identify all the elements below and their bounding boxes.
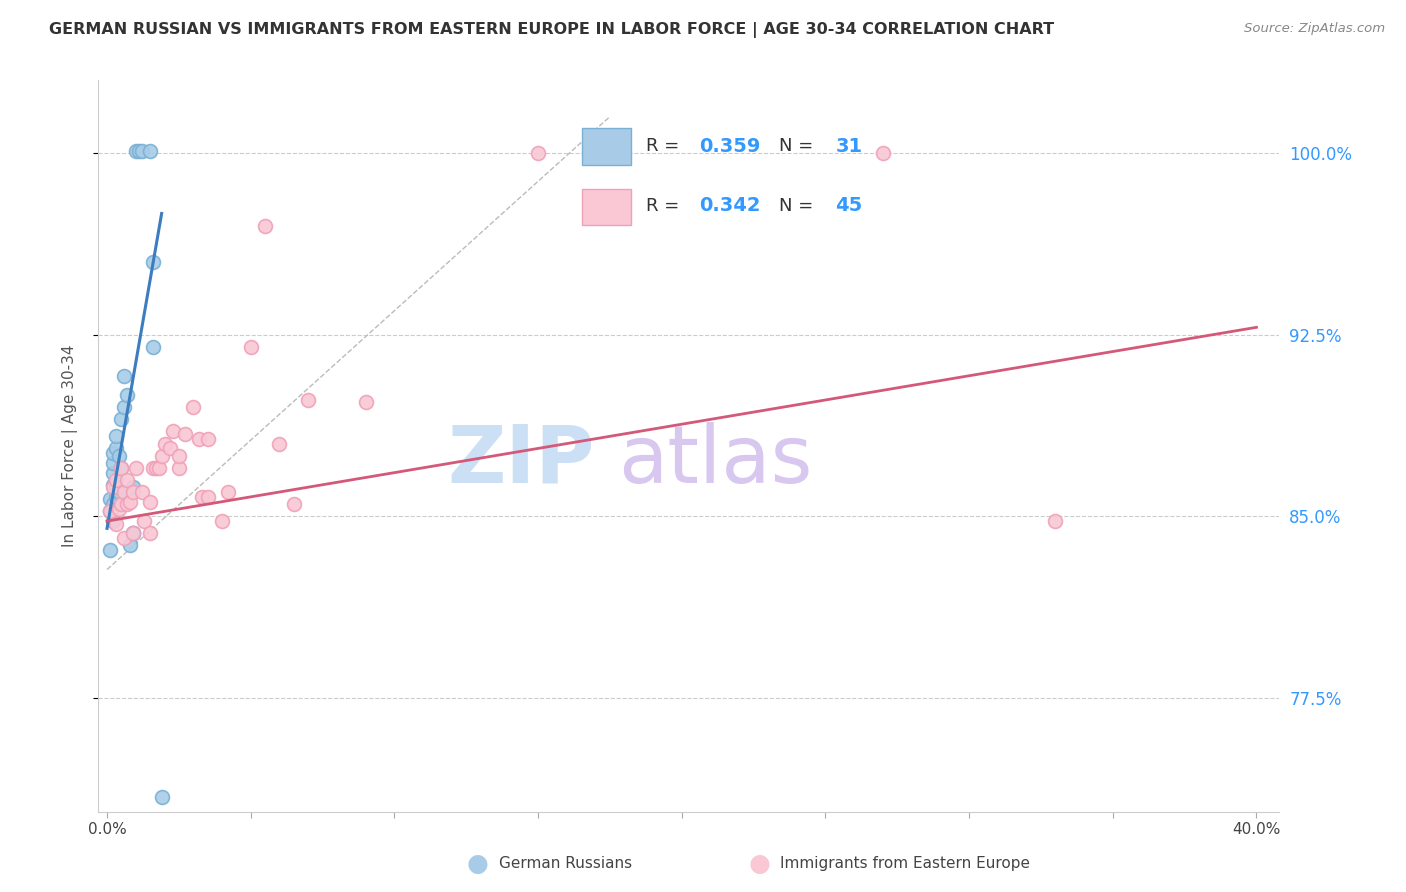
- Point: [527, 145, 550, 160]
- Point: [150, 790, 173, 805]
- Point: [188, 432, 211, 446]
- Point: [122, 485, 145, 500]
- Text: Source: ZipAtlas.com: Source: ZipAtlas.com: [1244, 22, 1385, 36]
- Point: [115, 388, 138, 402]
- Point: [283, 497, 305, 511]
- Point: [254, 219, 277, 233]
- Point: [112, 531, 135, 545]
- Point: [104, 442, 127, 456]
- Point: [153, 436, 176, 450]
- Point: [173, 426, 195, 441]
- Point: [125, 144, 148, 158]
- Point: [101, 497, 124, 511]
- Point: [131, 144, 153, 158]
- Point: [110, 460, 132, 475]
- Point: [148, 460, 170, 475]
- Point: [139, 526, 162, 541]
- Point: [872, 145, 894, 160]
- Point: [211, 514, 233, 528]
- Point: [142, 340, 165, 354]
- Point: [101, 480, 124, 494]
- Point: [107, 485, 129, 500]
- Y-axis label: In Labor Force | Age 30-34: In Labor Force | Age 30-34: [62, 344, 77, 548]
- Point: [354, 395, 377, 409]
- Text: German Russians: German Russians: [499, 856, 633, 871]
- Point: [112, 485, 135, 500]
- Point: [112, 368, 135, 383]
- Point: [128, 144, 150, 158]
- Text: ●: ●: [467, 852, 489, 875]
- Point: [145, 460, 167, 475]
- Point: [98, 504, 121, 518]
- Point: [104, 516, 127, 531]
- Point: [98, 492, 121, 507]
- Point: [122, 526, 145, 541]
- Point: [101, 477, 124, 491]
- Point: [101, 456, 124, 470]
- Point: [107, 449, 129, 463]
- Point: [125, 460, 148, 475]
- Point: [181, 401, 204, 415]
- Point: [217, 485, 239, 500]
- Point: [104, 429, 127, 443]
- Point: [118, 494, 141, 508]
- Point: [118, 538, 141, 552]
- Point: [269, 436, 291, 450]
- Point: [162, 425, 184, 439]
- Point: [150, 449, 173, 463]
- Point: [197, 490, 219, 504]
- Point: [239, 340, 262, 354]
- Point: [142, 460, 165, 475]
- Point: [101, 466, 124, 480]
- Point: [139, 494, 162, 508]
- Point: [159, 442, 181, 456]
- Point: [122, 526, 145, 541]
- Text: GERMAN RUSSIAN VS IMMIGRANTS FROM EASTERN EUROPE IN LABOR FORCE | AGE 30-34 CORR: GERMAN RUSSIAN VS IMMIGRANTS FROM EASTER…: [49, 22, 1054, 38]
- Point: [122, 526, 145, 541]
- Point: [191, 490, 214, 504]
- Point: [115, 497, 138, 511]
- Point: [107, 502, 129, 516]
- Point: [104, 490, 127, 504]
- Point: [115, 473, 138, 487]
- Point: [122, 480, 145, 494]
- Point: [104, 480, 127, 494]
- Point: [167, 449, 190, 463]
- Text: ZIP: ZIP: [447, 422, 595, 500]
- Point: [98, 543, 121, 558]
- Point: [1045, 514, 1067, 528]
- Point: [101, 446, 124, 460]
- Point: [104, 473, 127, 487]
- Point: [167, 460, 190, 475]
- Point: [142, 255, 165, 269]
- Point: [297, 392, 319, 407]
- Text: ●: ●: [748, 852, 770, 875]
- Point: [197, 432, 219, 446]
- Point: [110, 412, 132, 426]
- Point: [110, 460, 132, 475]
- Point: [112, 401, 135, 415]
- Text: Immigrants from Eastern Europe: Immigrants from Eastern Europe: [780, 856, 1031, 871]
- Point: [131, 485, 153, 500]
- Point: [139, 144, 162, 158]
- Point: [110, 497, 132, 511]
- Text: atlas: atlas: [619, 422, 813, 500]
- Point: [98, 504, 121, 518]
- Point: [134, 514, 156, 528]
- Point: [101, 514, 124, 528]
